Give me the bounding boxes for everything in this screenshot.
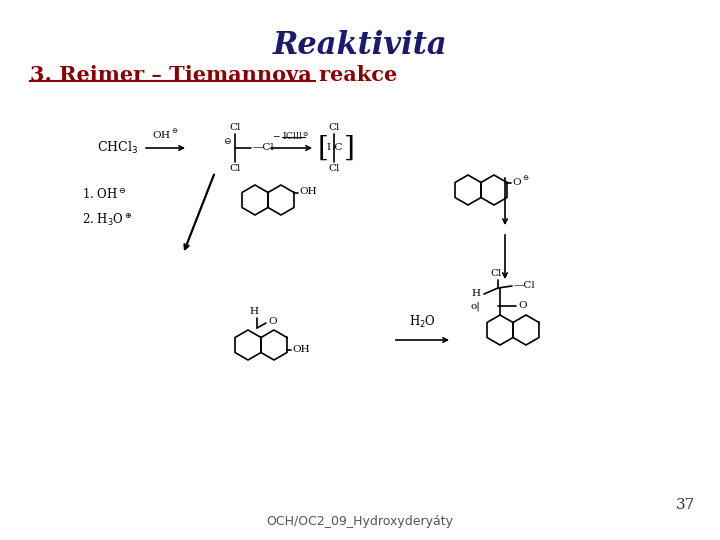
Text: H$_2$O: H$_2$O: [408, 314, 436, 330]
Text: OH$^\ominus$: OH$^\ominus$: [152, 128, 179, 141]
Text: 2. H$_3$O$^\oplus$: 2. H$_3$O$^\oplus$: [82, 212, 132, 228]
Text: OH: OH: [299, 187, 317, 196]
Text: ]: ]: [344, 134, 355, 161]
Text: H: H: [250, 307, 258, 316]
Text: 3. Reimer – Tiemannova reakce: 3. Reimer – Tiemannova reakce: [30, 65, 397, 85]
Text: Cl: Cl: [328, 164, 340, 173]
Text: Cl: Cl: [328, 123, 340, 132]
Text: CHCl$_3$: CHCl$_3$: [97, 140, 138, 156]
Text: Cl: Cl: [490, 269, 502, 278]
Text: $\ominus$: $\ominus$: [222, 136, 231, 146]
Text: o|: o|: [470, 301, 480, 310]
Text: —Cl: —Cl: [253, 144, 275, 152]
Text: Cl: Cl: [229, 164, 240, 173]
Text: —Cl: —Cl: [514, 281, 536, 291]
Text: OCH/OC2_09_Hydroxyderyáty: OCH/OC2_09_Hydroxyderyáty: [266, 515, 454, 528]
Text: I C: I C: [327, 144, 343, 152]
Text: O: O: [518, 301, 526, 310]
Text: O$^\ominus$: O$^\ominus$: [512, 175, 529, 188]
Text: 37: 37: [676, 498, 695, 512]
Text: 1. OH$^\ominus$: 1. OH$^\ominus$: [82, 188, 127, 202]
Text: [: [: [318, 134, 329, 161]
Text: Reaktivita: Reaktivita: [273, 30, 447, 61]
Text: $-$ IClll$^\ominus$: $-$ IClll$^\ominus$: [272, 130, 310, 142]
Text: O: O: [268, 318, 276, 327]
Text: OH: OH: [292, 345, 310, 354]
Text: H: H: [471, 289, 480, 299]
Text: Cl: Cl: [229, 123, 240, 132]
